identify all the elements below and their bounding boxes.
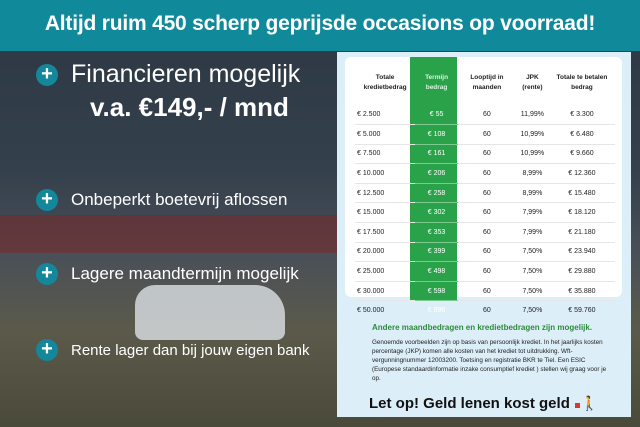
table-cell: 10,99% [515,143,549,164]
table-cell: € 23.940 [548,241,615,262]
table-cell: € 18.120 [548,202,615,223]
table-cell: € 15.480 [548,182,615,203]
feature-financing: + Financieren mogelijk [36,60,300,89]
column-header: JPK (rente) [522,74,543,91]
feature-label: Lagere maandtermijn mogelijk [71,264,299,283]
table-cell: € 12.500 [355,182,416,203]
table-cell: € 399 [415,241,458,262]
table-cell: 11,99% [520,111,544,119]
warning: Let op! Geld lenen kost geld 🚶 [369,395,598,412]
feature-price: v.a. €149,- / mnd [90,92,289,122]
plus-icon: + [36,263,58,285]
table-cell: € 55 [429,111,444,119]
table-cell: 8,99% [515,163,549,184]
table-cell: € 3.300 [570,111,594,119]
table-row: € 12.500 € 258 60 8,99% € 15.480 [355,182,615,203]
table-cell: € 2.500 [357,111,381,119]
loan-table-card: Totale kredietbedrag Termijn bedrag Loopti… [345,57,622,321]
table-cell: € 353 [415,222,458,243]
feature-lower-term: + Lagere maandtermijn mogelijk [36,263,299,285]
table-cell: € 206 [415,163,458,184]
table-cell: € 258 [415,182,458,203]
table-row: € 15.000 € 302 60 7,99% € 18.120 [355,202,615,223]
table-row: € 50.000 € 996 60 7,50% € 59.760 [355,300,615,321]
table-cell: 7,50% [515,280,549,301]
table-cell: € 598 [415,280,458,301]
finance-panel: Totale kredietbedrag Termijn bedrag Loopti… [337,52,631,417]
table-row: € 25.000 € 498 60 7,50% € 29.880 [355,261,615,282]
table-row: € 17.500 € 353 60 7,99% € 21.180 [355,222,615,243]
table-row: € 5.000 € 108 60 10,99% € 6.480 [355,124,615,145]
table-cell: 10,99% [515,124,549,145]
table-cell: € 59.760 [548,300,615,321]
table-cell: 60 [457,182,516,203]
table-row: € 2.500 € 55 60 11,99% € 3.300 [355,105,615,125]
table-cell: € 29.880 [548,261,615,282]
table-cell: 60 [457,202,516,223]
table-cell: 7,50% [515,261,549,282]
table-cell: € 5.000 [355,124,416,145]
plus-icon: + [36,63,58,86]
feature-interest: + Rente lager dan bij jouw eigen bank [36,339,310,361]
note-body: Genoemde voorbeelden zijn op basis van p… [372,339,607,382]
banner-title: Altijd ruim 450 scherp geprijsde occasio… [0,0,640,51]
table-cell: € 50.000 [355,300,416,321]
table-cell: € 10.000 [355,163,416,184]
table-cell: € 17.500 [355,222,416,243]
feature-label: Onbeperkt boetevrij aflossen [71,190,288,209]
table-cell: 60 [457,241,516,262]
table-cell: € 9.660 [548,143,615,164]
table-cell: 60 [457,280,516,301]
table-cell: € 12.360 [548,163,615,184]
table-cell: 60 [457,300,516,321]
table-row: € 7.500 € 161 60 10,99% € 9.660 [355,143,615,164]
warning-text: Let op! Geld lenen kost geld [369,395,570,412]
table-cell: € 6.480 [548,124,615,145]
column-header: Termijn bedrag [425,74,449,91]
table-cell: € 7.500 [355,143,416,164]
column-header: Totale te betalen bedrag [556,74,608,91]
plus-icon: + [36,189,58,211]
table-cell: € 996 [415,300,458,321]
table-cell: € 20.000 [355,241,416,262]
table-cell: 60 [457,222,516,243]
table-cell: € 30.000 [355,280,416,301]
table-cell: € 15.000 [355,202,416,223]
feature-label: Rente lager dan bij jouw eigen bank [71,341,310,359]
note-heading: Andere maandbedragen en kredietbedragen … [372,323,593,332]
table-cell: € 161 [415,143,458,164]
table-row: € 30.000 € 598 60 7,50% € 35.880 [355,280,615,301]
table-row: € 20.000 € 399 60 7,50% € 23.940 [355,241,615,262]
table-cell: € 21.180 [548,222,615,243]
table-cell: € 25.000 [355,261,416,282]
plus-icon: + [36,339,58,361]
column-header: Totale kredietbedrag [363,74,407,91]
table-cell: 60 [457,124,516,145]
walker-icon: 🚶 [574,395,598,412]
table-cell: 7,50% [515,300,549,321]
table-cell: 60 [457,163,516,184]
table-cell: € 108 [415,124,458,145]
table-cell: 7,50% [515,241,549,262]
table-cell: € 35.880 [548,280,615,301]
column-header: Looptijd in maanden [470,74,504,91]
table-cell: € 498 [415,261,458,282]
loan-table: Totale kredietbedrag Termijn bedrag Loopti… [355,61,615,321]
table-cell: 60 [483,111,491,119]
table-cell: 7,99% [515,222,549,243]
feature-repay: + Onbeperkt boetevrij aflossen [36,189,287,211]
table-cell: 8,99% [515,182,549,203]
table-cell: 7,99% [515,202,549,223]
feature-label: Financieren mogelijk [71,60,301,88]
table-cell: € 302 [415,202,458,223]
table-cell: 60 [457,261,516,282]
table-row: € 10.000 € 206 60 8,99% € 12.360 [355,163,615,184]
table-cell: 60 [457,143,516,164]
